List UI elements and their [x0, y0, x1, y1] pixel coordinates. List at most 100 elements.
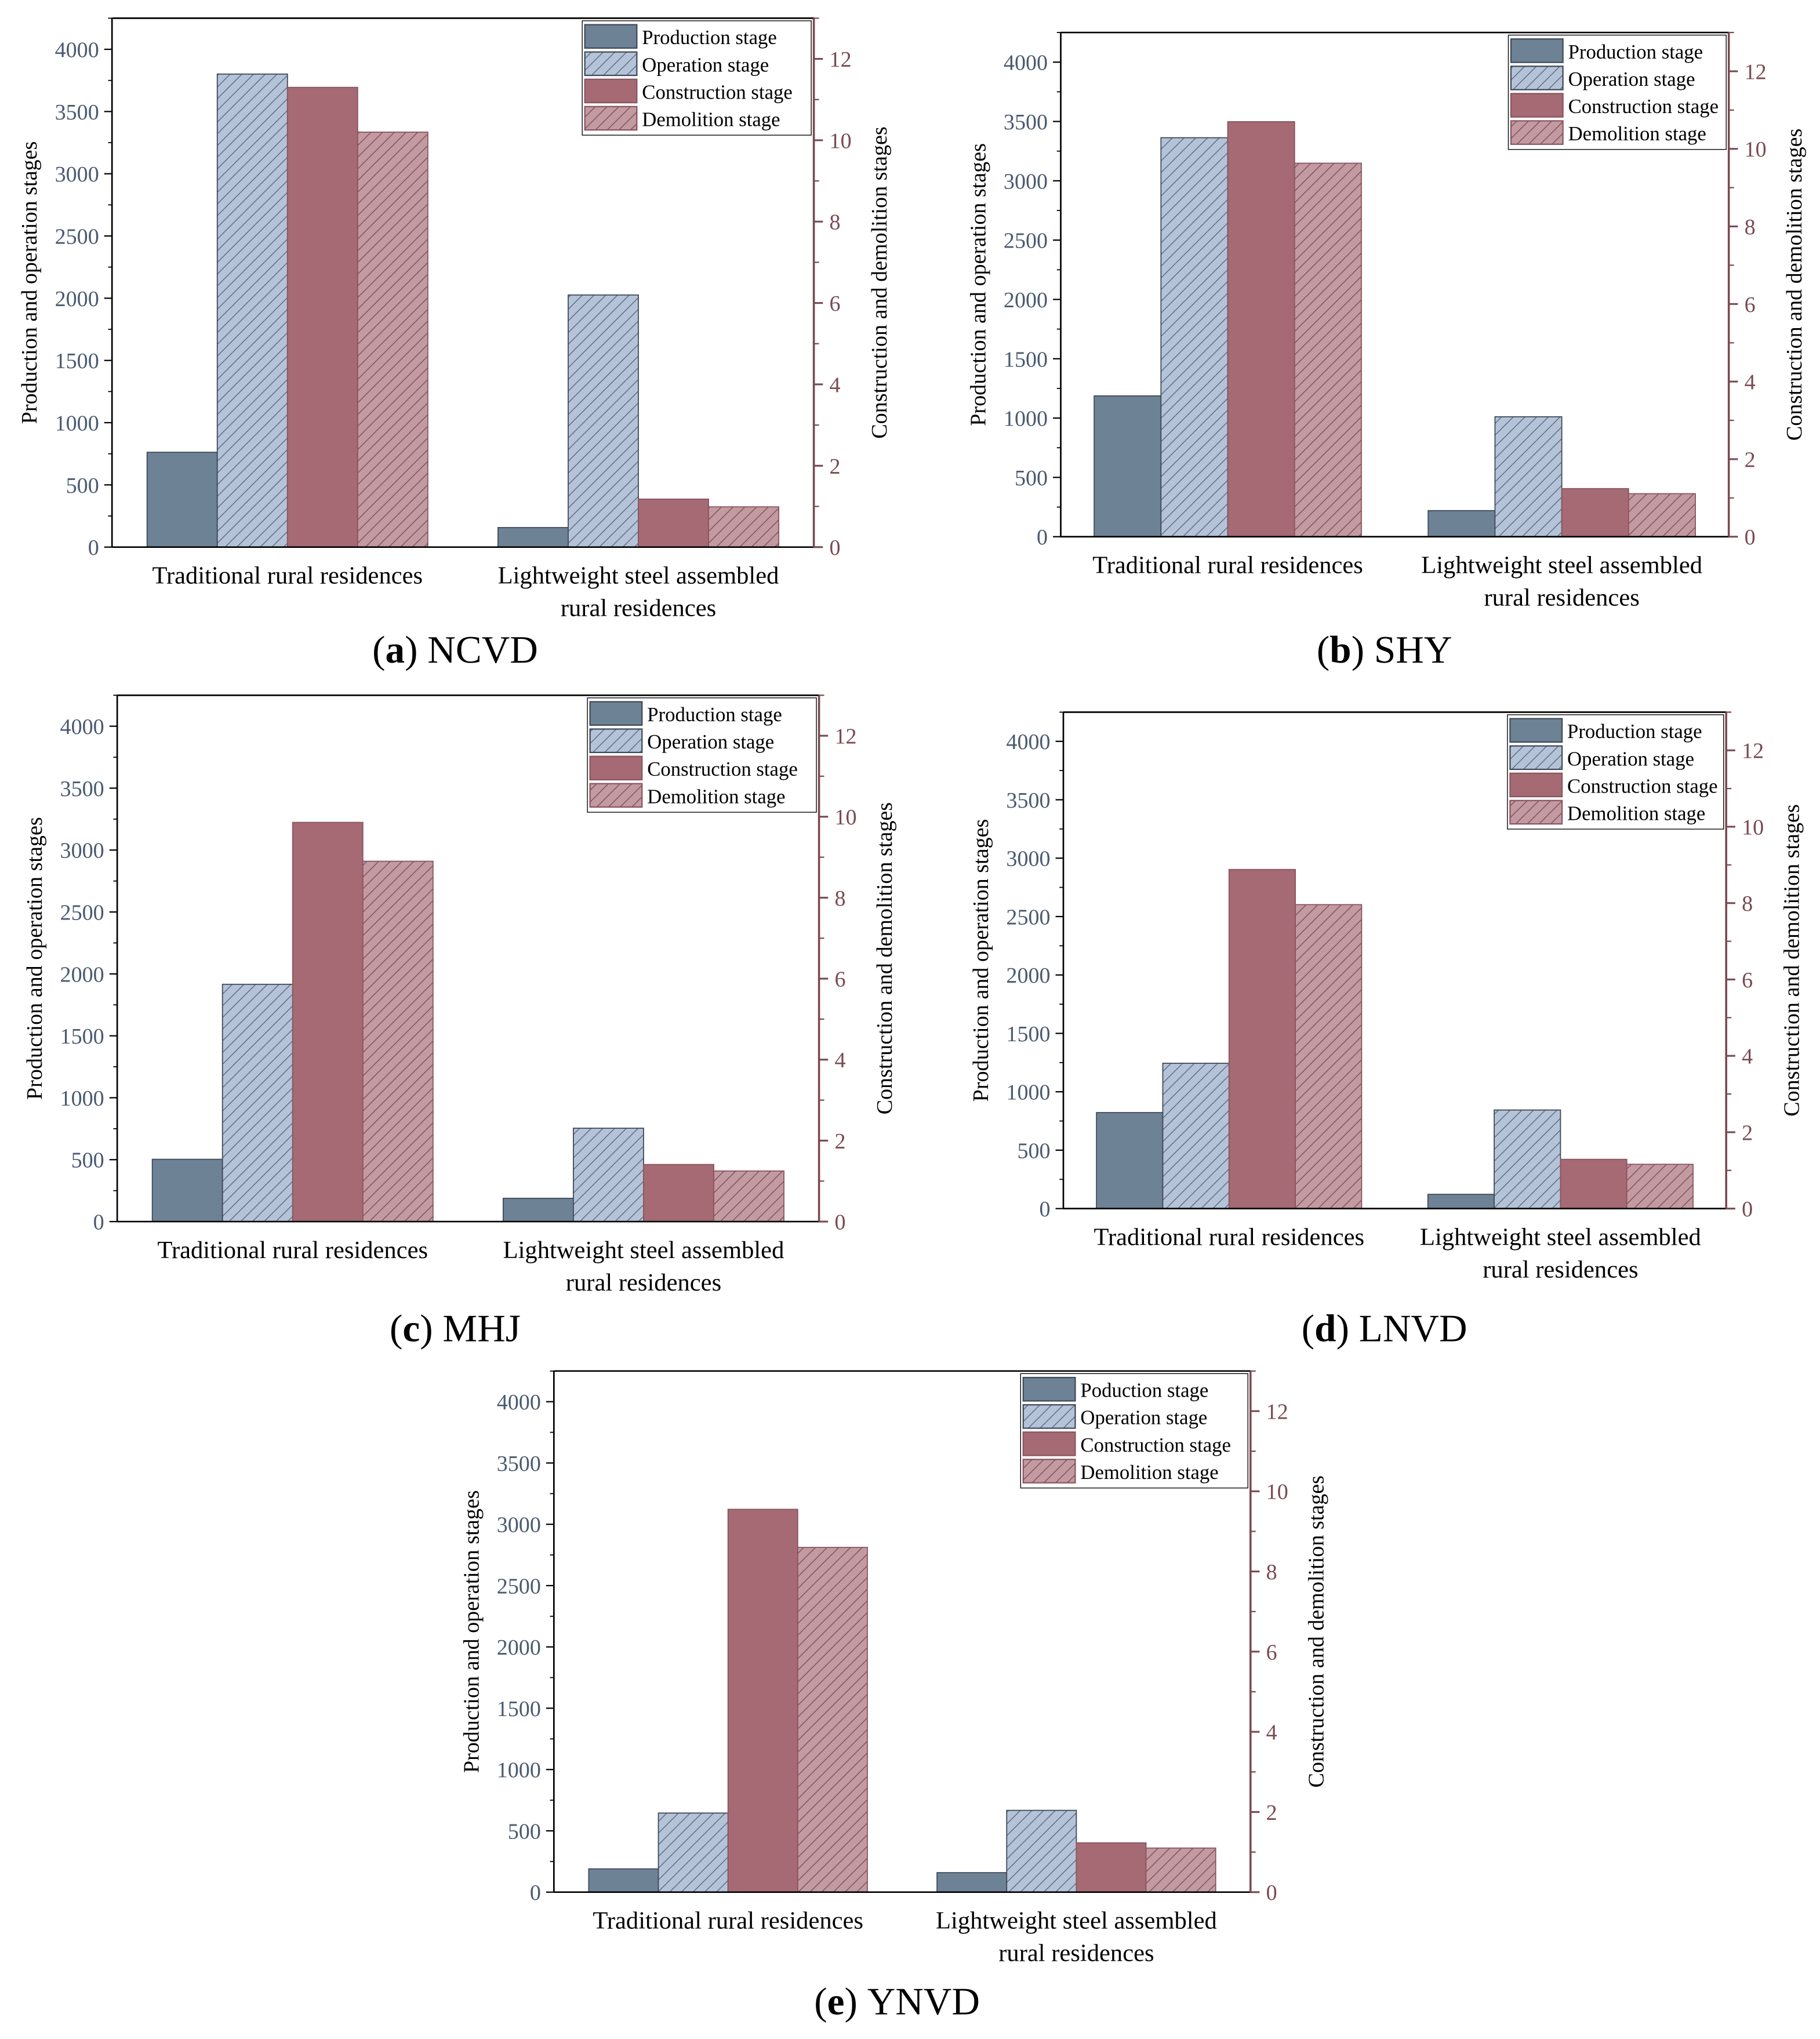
left-tick-label: 2500: [497, 1574, 541, 1598]
bar-operation-stage: [657, 1812, 729, 1893]
bar-poduction-stage: [936, 1872, 1008, 1893]
category-label: rural residences: [561, 594, 716, 621]
right-tick-label: 8: [1266, 1560, 1277, 1584]
legend-label: Poduction stage: [1080, 1379, 1208, 1402]
legend-swatch: [1510, 66, 1564, 90]
right-tick-label: 6: [1742, 968, 1753, 993]
bar-production-stage: [146, 452, 218, 548]
panel-title: NCVD: [427, 628, 538, 671]
legend-label: Production stage: [1567, 720, 1702, 743]
category-label: Traditional rural residences: [1092, 552, 1363, 579]
right-tick-label: 4: [830, 373, 841, 397]
panel-title: YNVD: [867, 1979, 980, 2023]
bar-production-stage: [1427, 1194, 1495, 1209]
left-tick-label: 0: [1037, 525, 1048, 550]
bar-production-stage: [502, 1198, 574, 1222]
right-tick-label: 2: [834, 1129, 845, 1154]
category-label: Lightweight steel assembled: [936, 1907, 1217, 1934]
legend-swatch: [1509, 745, 1563, 770]
bar-construction-stage: [1228, 868, 1296, 1209]
left-axis-title: Production and operation stages: [459, 1490, 484, 1773]
chart-panel-b: 0 500 1000 1500 2000 2500 3000 3500 4000 0 2 4 6 8 10 1…: [967, 31, 1807, 671]
right-tick-label: 12: [834, 725, 856, 749]
category-label: Lightweight steel assembled: [1420, 1223, 1701, 1251]
legend-swatch: [584, 51, 638, 77]
panel-title: MHJ: [442, 1306, 521, 1350]
right-tick-label: 4: [1745, 370, 1756, 395]
left-tick-label: 2000: [55, 287, 99, 311]
right-tick-label: 12: [1266, 1400, 1288, 1424]
bar-production-stage: [1427, 510, 1496, 537]
legend-label: Production stage: [647, 703, 782, 726]
right-tick-label: 10: [830, 129, 852, 153]
bar-demolition-stage: [1294, 162, 1362, 537]
panel-letter: a: [385, 628, 405, 671]
legend-label: Demolition stage: [1080, 1461, 1218, 1484]
left-tick-label: 3000: [1006, 847, 1050, 871]
left-tick-label: 1500: [1006, 1022, 1050, 1046]
left-tick-label: 500: [71, 1148, 104, 1173]
right-tick-label: 2: [830, 455, 841, 479]
panel-caption: (a) NCVD: [372, 628, 538, 671]
right-tick-label: 4: [834, 1048, 845, 1073]
category-label: rural residences: [998, 1940, 1154, 1967]
left-tick-label: 2000: [497, 1635, 541, 1660]
right-tick-label: 0: [830, 536, 841, 560]
category-label: Traditional rural residences: [593, 1907, 863, 1934]
bar-demolition-stage: [708, 506, 779, 548]
bar-demolition-stage: [1145, 1847, 1216, 1893]
right-tick-label: 4: [1742, 1045, 1753, 1069]
legend-label: Demolition stage: [642, 108, 780, 130]
chart-panel-e: 0 500 1000 1500 2000 2500 3000 3500 4000 0 2 4 6 8 10 1…: [459, 1370, 1328, 2023]
left-tick-label: 0: [1040, 1197, 1051, 1222]
legend-swatch: [589, 728, 643, 753]
legend-label: Construction stage: [1568, 95, 1719, 118]
left-tick-label: 500: [508, 1819, 541, 1844]
bar-construction-stage: [1561, 488, 1629, 537]
right-tick-label: 2: [1742, 1121, 1753, 1145]
left-axis-title: Production and operation stages: [23, 817, 47, 1100]
left-tick-label: 1000: [60, 1086, 104, 1111]
legend-swatch: [1022, 1404, 1076, 1429]
bar-demolition-stage: [357, 131, 428, 548]
panel-caption: (e) YNVD: [814, 1979, 980, 2023]
legend-label: Operation stage: [647, 730, 774, 753]
left-tick-label: 4000: [60, 715, 104, 739]
bar-construction-stage: [727, 1509, 798, 1893]
panel-letter: d: [1314, 1306, 1336, 1350]
right-axis-title: Construction and demolition stages: [867, 126, 892, 439]
left-tick-label: 4000: [55, 38, 99, 62]
bar-operation-stage: [568, 294, 639, 548]
legend-swatch: [1510, 93, 1564, 118]
right-tick-label: 4: [1266, 1721, 1277, 1745]
left-tick-label: 3500: [60, 777, 104, 801]
legend-label: Construction stage: [1080, 1434, 1231, 1456]
left-tick-label: 1000: [497, 1758, 541, 1783]
legend-swatch: [1510, 38, 1564, 63]
chart-panel-c: 0 500 1000 1500 2000 2500 3000 3500 4000 0 2 4 6 8 10 1…: [23, 694, 897, 1350]
category-label: Traditional rural residences: [152, 562, 423, 589]
right-tick-label: 6: [834, 968, 845, 992]
left-tick-label: 500: [1015, 466, 1048, 490]
left-tick-label: 2000: [1006, 964, 1050, 988]
bar-production-stage: [1094, 395, 1162, 537]
left-axis-title: Production and operation stages: [17, 141, 42, 424]
legend-label: Operation stage: [1080, 1406, 1207, 1429]
legend-label: Demolition stage: [1567, 802, 1705, 824]
left-tick-label: 2500: [1006, 905, 1050, 929]
category-label: Lightweight steel assembled: [503, 1237, 784, 1264]
left-tick-label: 1000: [1006, 1081, 1050, 1105]
panel-title: SHY: [1374, 628, 1452, 671]
left-tick-label: 3500: [1004, 110, 1048, 135]
chart-panel-d: 0 500 1000 1500 2000 2500 3000 3500 4000 0 2 4 6 8 10 1…: [969, 711, 1804, 1350]
bar-demolition-stage: [797, 1547, 868, 1893]
panel-letter: c: [402, 1306, 420, 1350]
chart-panel-a: 0 500 1000 1500 2000 2500 3000 3500 4000 0 2 4 6 8 10 1…: [17, 17, 892, 671]
right-tick-label: 0: [1266, 1881, 1277, 1905]
legend-swatch: [1022, 1376, 1076, 1402]
left-tick-label: 3500: [1006, 788, 1050, 813]
right-tick-label: 10: [834, 805, 856, 830]
category-label: Lightweight steel assembled: [498, 562, 779, 589]
right-tick-label: 10: [1745, 137, 1767, 162]
right-tick-label: 6: [1745, 293, 1756, 317]
